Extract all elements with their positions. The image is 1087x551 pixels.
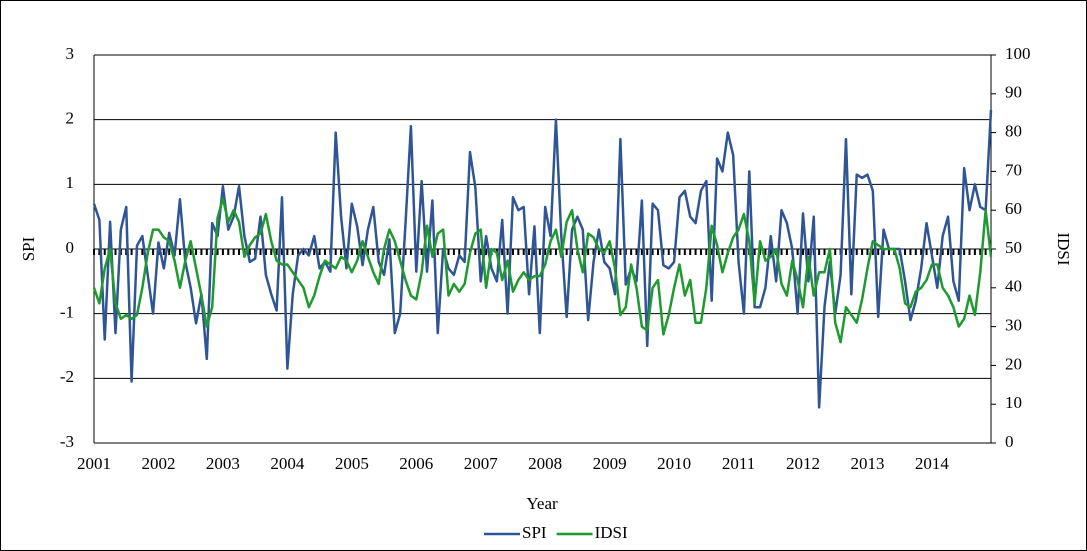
x-tick-label: 2007 <box>464 454 499 473</box>
x-tick-label: 2004 <box>270 454 305 473</box>
x-tick-label: 2011 <box>722 454 755 473</box>
legend-label: SPI <box>522 523 547 542</box>
legend-label: IDSI <box>595 523 628 542</box>
x-tick-label: 2012 <box>786 454 820 473</box>
y2-tick-label: 100 <box>1005 44 1031 63</box>
y-tick-label: -1 <box>60 303 74 322</box>
y2-tick-label: 70 <box>1005 160 1022 179</box>
x-tick-label: 2005 <box>335 454 369 473</box>
y2-tick-label: 80 <box>1005 122 1022 141</box>
y2-tick-label: 50 <box>1005 238 1022 257</box>
y2-tick-label: 40 <box>1005 277 1022 296</box>
x-tick-label: 2013 <box>850 454 884 473</box>
x-tick-label: 2009 <box>593 454 627 473</box>
x-axis-title: Year <box>526 494 558 513</box>
x-tick-label: 2006 <box>399 454 433 473</box>
x-tick-label: 2010 <box>657 454 691 473</box>
y-axis-title: SPI <box>19 236 38 261</box>
x-tick-label: 2008 <box>528 454 562 473</box>
y-tick-label: -2 <box>60 367 74 386</box>
x-tick-label: 2001 <box>77 454 111 473</box>
y-tick-label: 0 <box>66 238 75 257</box>
x-tick-label: 2014 <box>915 454 950 473</box>
y-tick-label: 1 <box>66 173 75 192</box>
y-tick-label: 2 <box>66 109 75 128</box>
y2-tick-label: 90 <box>1005 83 1022 102</box>
x-tick-label: 2003 <box>206 454 240 473</box>
y2-tick-label: 0 <box>1005 432 1014 451</box>
y2-tick-label: 30 <box>1005 316 1022 335</box>
y2-tick-label: 60 <box>1005 199 1022 218</box>
y-tick-label: -3 <box>60 432 74 451</box>
y2-axis-title: IDSI <box>1054 232 1073 265</box>
series-line <box>92 197 993 344</box>
y-tick-label: 3 <box>66 44 75 63</box>
x-tick-label: 2002 <box>141 454 175 473</box>
y2-tick-label: 10 <box>1005 393 1022 412</box>
y2-tick-label: 20 <box>1005 354 1022 373</box>
